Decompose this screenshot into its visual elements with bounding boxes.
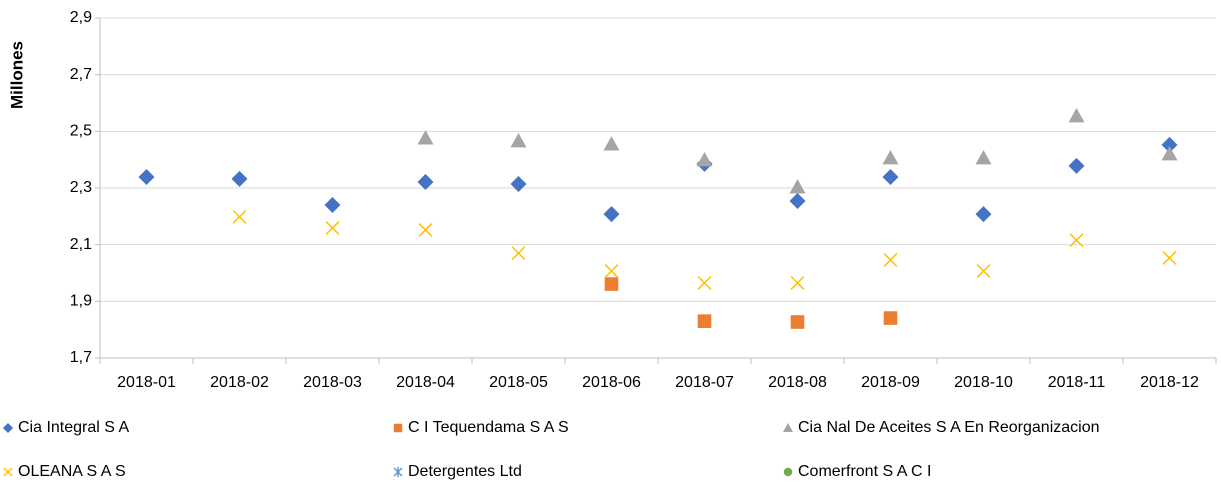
point	[697, 275, 712, 290]
point	[604, 264, 619, 278]
x-tick-label: 2018-12	[1140, 374, 1199, 391]
y-tick-label: 2,3	[70, 179, 92, 196]
point	[882, 149, 899, 165]
x-tick-label: 2018-11	[1048, 374, 1106, 391]
point	[1162, 251, 1177, 265]
y-tick-label: 1,7	[70, 349, 92, 366]
x-tick-label: 2018-04	[396, 374, 455, 391]
point	[790, 315, 805, 329]
point	[510, 132, 527, 148]
legend-label: Cia Integral S A	[18, 419, 130, 436]
point	[975, 149, 992, 165]
point	[324, 197, 341, 213]
x-tick-label: 2018-01	[117, 374, 176, 391]
x-tick-label: 2018-10	[954, 374, 1013, 391]
legend-label: Comerfront S A C I	[798, 463, 931, 480]
point	[511, 246, 526, 261]
point	[975, 206, 992, 223]
x-tick-label: 2018-03	[303, 374, 362, 391]
legend-marker	[3, 423, 13, 433]
point	[510, 176, 527, 193]
legend-marker	[783, 467, 793, 477]
y-tick-label: 2,5	[70, 123, 92, 140]
point	[1161, 136, 1178, 153]
y-axis-label: Millones	[7, 41, 26, 109]
legend-label: Cia Nal De Aceites S A En Reorganizacion	[798, 419, 1100, 436]
point	[882, 168, 899, 185]
legend-marker	[783, 423, 793, 432]
point	[138, 168, 155, 185]
legend-label: Detergentes Ltd	[408, 463, 522, 480]
point	[883, 311, 898, 325]
point	[976, 264, 991, 278]
x-tick-label: 2018-05	[489, 374, 548, 391]
point	[325, 221, 340, 235]
legend-label: C I Tequendama S A S	[408, 419, 569, 436]
x-tick-label: 2018-09	[861, 374, 920, 391]
point	[790, 275, 805, 290]
point	[789, 193, 806, 210]
point	[232, 209, 247, 224]
point	[1068, 157, 1085, 174]
legend-marker	[393, 423, 403, 433]
point	[1161, 146, 1178, 161]
y-tick-label: 2,7	[70, 66, 92, 83]
point	[696, 151, 713, 167]
y-tick-label: 2,1	[70, 236, 92, 253]
point	[604, 277, 619, 291]
point	[603, 136, 620, 151]
x-tick-label: 2018-06	[582, 374, 641, 391]
legend-marker	[3, 467, 13, 477]
legend-label: OLEANA S A S	[18, 463, 126, 480]
x-tick-label: 2018-02	[210, 374, 269, 391]
point	[418, 223, 433, 237]
point	[231, 170, 248, 187]
x-tick-label: 2018-07	[675, 374, 734, 391]
point	[697, 314, 712, 328]
y-tick-label: 1,9	[70, 293, 92, 310]
legend-marker	[393, 467, 403, 477]
point	[1068, 108, 1085, 123]
point	[417, 174, 434, 191]
x-tick-label: 2018-08	[768, 374, 827, 391]
point	[417, 130, 434, 145]
point	[1069, 233, 1084, 248]
point	[789, 179, 806, 194]
point	[883, 253, 898, 267]
y-tick-label: 2,9	[70, 9, 92, 26]
point	[603, 206, 620, 223]
